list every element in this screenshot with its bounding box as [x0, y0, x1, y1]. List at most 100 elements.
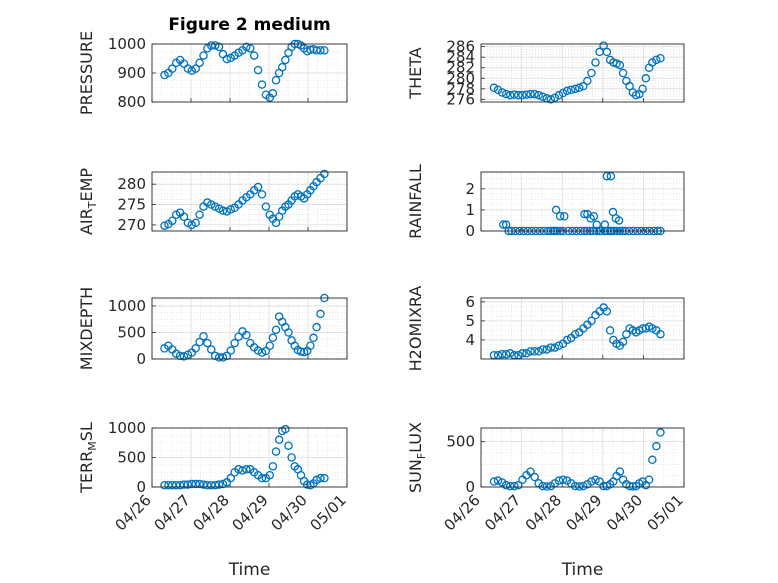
data-point: [587, 316, 596, 326]
data-point: [253, 65, 263, 75]
y-tick-label: 900: [117, 64, 146, 82]
data-point: [497, 349, 507, 359]
data-point: [199, 331, 208, 341]
data-point: [587, 477, 596, 486]
data-point: [628, 482, 638, 491]
data-point: [242, 465, 251, 474]
y-axis-label: RAINFALL: [406, 164, 425, 239]
data-point: [257, 348, 267, 357]
x-tick-label: 04/30: [603, 491, 646, 534]
y-tick-label: 800: [117, 93, 146, 111]
figure-title: Figure 2 medium: [168, 15, 330, 35]
data-point: [261, 202, 271, 211]
data-point: [570, 329, 580, 339]
data-point: [505, 90, 515, 100]
data-point: [302, 480, 312, 489]
data-point: [312, 475, 321, 485]
data-point: [656, 53, 665, 63]
data-point: [638, 84, 647, 94]
y-tick-label: 1000: [108, 419, 146, 437]
y-tick-label: 280: [446, 69, 475, 87]
data-point: [538, 345, 547, 354]
data-point: [207, 345, 216, 354]
y-tick-label: 1000: [108, 35, 146, 53]
data-point: [652, 55, 661, 65]
y-tick-label: 500: [446, 433, 475, 451]
data-point: [497, 88, 507, 97]
data-point: [551, 205, 561, 215]
data-point: [214, 42, 224, 52]
data-point: [281, 424, 290, 434]
data-point: [271, 447, 281, 456]
y-tick-label: 276: [446, 90, 475, 108]
data-point: [583, 76, 592, 86]
y-tick-label: 284: [446, 48, 475, 66]
data-point: [179, 352, 189, 361]
data-point: [530, 472, 539, 482]
data-point: [614, 216, 624, 225]
data-point: [648, 324, 657, 333]
data-point: [546, 343, 556, 352]
data-point: [210, 480, 220, 490]
y-tick-label: 0: [465, 222, 475, 240]
data-point: [253, 182, 263, 192]
data-point: [615, 467, 625, 476]
x-tick-label: 04/26: [441, 491, 484, 534]
subplot-h2omixra: 456 H2OMIXRA: [406, 286, 685, 372]
y-axis-label: H2OMIXRA: [406, 286, 425, 372]
data-point: [195, 337, 204, 347]
data-point: [168, 216, 177, 226]
data-point: [320, 169, 329, 179]
data-point: [320, 46, 329, 55]
data-point: [591, 475, 600, 484]
data-point: [284, 328, 293, 337]
axes-frame: [480, 427, 685, 488]
data-point: [575, 83, 584, 93]
data-point: [558, 475, 568, 484]
data-point: [501, 480, 511, 490]
axes-background: [481, 172, 684, 231]
data-point: [526, 467, 535, 476]
y-tick-label: 275: [117, 196, 146, 214]
data-point: [522, 90, 531, 99]
data-point: [489, 477, 499, 486]
data-point: [268, 462, 278, 471]
data-point: [207, 41, 216, 50]
data-point: [268, 333, 278, 343]
axes-frame: [151, 427, 348, 488]
data-point: [274, 435, 284, 445]
y-axis-label: THETA: [406, 47, 425, 99]
y-tick-label: 0: [136, 350, 146, 368]
data-point: [222, 54, 232, 64]
data-point: [312, 322, 321, 332]
data-point: [226, 346, 236, 355]
data-point: [648, 455, 657, 465]
data-point: [542, 345, 552, 354]
data-point: [218, 353, 228, 362]
data-point: [306, 45, 315, 55]
data-point: [309, 333, 318, 343]
data-point: [287, 453, 296, 462]
data-point: [538, 481, 547, 491]
data-point: [656, 428, 665, 437]
data-point: [554, 90, 564, 100]
data-point: [602, 47, 612, 57]
data-point: [606, 171, 616, 181]
data-point: [530, 89, 539, 99]
data-point: [218, 206, 228, 215]
data-point: [257, 473, 267, 483]
x-tick-label: 04/27: [481, 491, 524, 534]
data-point: [542, 482, 552, 491]
data-point: [234, 332, 243, 341]
data-point: [489, 83, 499, 93]
data-point: [534, 90, 543, 100]
data-point: [618, 337, 628, 347]
axes-background: [481, 428, 684, 487]
data-point: [559, 211, 569, 221]
axes-frame: [151, 171, 348, 232]
data-point: [530, 347, 539, 356]
data-point: [555, 211, 565, 221]
axes-frame: [480, 43, 685, 103]
data-point: [510, 481, 519, 491]
